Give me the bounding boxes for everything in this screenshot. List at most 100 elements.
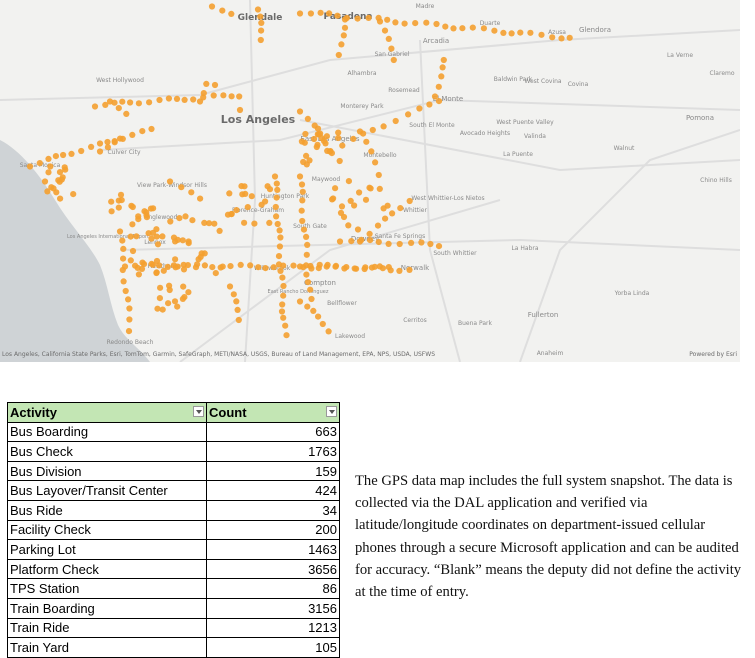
activity-point[interactable] [354, 226, 362, 233]
activity-point[interactable] [154, 241, 162, 248]
activity-point[interactable] [135, 100, 142, 107]
activity-point[interactable] [491, 27, 498, 34]
activity-point[interactable] [385, 35, 392, 43]
activity-point[interactable] [319, 320, 326, 328]
activity-point[interactable] [135, 271, 142, 278]
activity-point[interactable] [362, 196, 370, 203]
activity-point[interactable] [303, 251, 310, 258]
activity-point[interactable] [538, 31, 545, 38]
activity-point[interactable] [211, 81, 219, 89]
activity-point[interactable] [203, 80, 210, 87]
activity-point[interactable] [258, 27, 265, 34]
activity-point[interactable] [228, 210, 235, 218]
activity-point[interactable] [178, 184, 185, 191]
activity-point[interactable] [164, 263, 171, 270]
activity-point[interactable] [408, 239, 415, 246]
activity-point[interactable] [272, 203, 279, 211]
activity-point[interactable] [390, 56, 397, 64]
activity-point[interactable] [264, 183, 271, 190]
activity-point[interactable] [146, 99, 153, 106]
activity-point[interactable] [480, 25, 487, 32]
activity-point[interactable] [153, 269, 160, 277]
activity-point[interactable] [369, 126, 376, 134]
activity-point[interactable] [341, 16, 349, 23]
activity-point[interactable] [125, 328, 133, 335]
activity-point[interactable] [317, 9, 324, 16]
activity-point[interactable] [282, 322, 289, 329]
activity-point[interactable] [438, 73, 445, 80]
activity-point[interactable] [179, 295, 186, 302]
activity-point[interactable] [172, 264, 179, 271]
activity-point[interactable] [262, 265, 269, 272]
activity-point[interactable] [396, 240, 403, 248]
activity-point[interactable] [122, 287, 129, 295]
activity-point[interactable] [340, 32, 347, 39]
activity-point[interactable] [133, 233, 140, 240]
activity-point[interactable] [255, 264, 262, 271]
activity-point[interactable] [371, 263, 378, 270]
activity-point[interactable] [389, 210, 396, 217]
activity-point[interactable] [47, 163, 54, 170]
activity-point[interactable] [153, 257, 161, 265]
activity-point[interactable] [517, 29, 524, 36]
activity-point[interactable] [296, 10, 304, 17]
activity-point[interactable] [303, 271, 310, 278]
activity-point[interactable] [304, 303, 311, 310]
activity-point[interactable] [339, 142, 346, 149]
activity-point[interactable] [148, 125, 155, 133]
activity-point[interactable] [257, 13, 264, 20]
activity-point[interactable] [307, 262, 314, 270]
activity-point[interactable] [159, 306, 166, 313]
activity-point[interactable] [406, 197, 413, 205]
activity-point[interactable] [211, 220, 218, 227]
activity-point[interactable] [332, 263, 339, 270]
activity-point[interactable] [442, 23, 449, 30]
activity-point[interactable] [128, 202, 135, 209]
activity-point[interactable] [356, 189, 363, 196]
activity-point[interactable] [198, 250, 205, 257]
activity-point[interactable] [149, 261, 157, 268]
activity-point[interactable] [500, 29, 507, 36]
activity-point[interactable] [298, 138, 305, 145]
activity-point[interactable] [354, 15, 361, 22]
activity-point[interactable] [317, 130, 324, 137]
activity-point[interactable] [219, 7, 226, 14]
activity-point[interactable] [219, 263, 226, 270]
activity-point[interactable] [180, 261, 187, 268]
activity-point[interactable] [106, 98, 114, 105]
activity-point[interactable] [129, 221, 136, 228]
activity-point[interactable] [316, 261, 323, 268]
activity-point[interactable] [326, 10, 333, 17]
activity-point[interactable] [367, 237, 374, 244]
activity-point[interactable] [145, 230, 152, 237]
activity-point[interactable] [148, 235, 155, 242]
activity-point[interactable] [435, 243, 443, 250]
activity-point[interactable] [345, 222, 352, 229]
activity-point[interactable] [233, 207, 240, 214]
activity-point[interactable] [120, 245, 127, 252]
activity-point[interactable] [115, 105, 122, 112]
activity-point[interactable] [350, 135, 357, 142]
activity-point[interactable] [278, 308, 286, 315]
activity-point[interactable] [200, 90, 207, 97]
activity-point[interactable] [108, 208, 115, 215]
activity-point[interactable] [233, 298, 240, 305]
activity-point[interactable] [340, 213, 348, 221]
activity-point[interactable] [91, 103, 99, 110]
activity-point[interactable] [220, 92, 227, 99]
activity-point[interactable] [188, 189, 195, 196]
activity-point[interactable] [236, 106, 244, 114]
activity-point[interactable] [179, 237, 186, 244]
activity-point[interactable] [280, 314, 287, 321]
activity-point[interactable] [314, 141, 321, 148]
activity-point[interactable] [50, 185, 57, 192]
activity-point[interactable] [427, 240, 434, 248]
activity-point[interactable] [58, 176, 65, 183]
activity-point[interactable] [366, 230, 373, 237]
activity-point[interactable] [375, 238, 382, 246]
activity-point[interactable] [276, 227, 283, 234]
activity-point[interactable] [120, 278, 127, 285]
activity-point[interactable] [406, 266, 413, 273]
activity-point[interactable] [160, 267, 167, 274]
activity-point[interactable] [153, 233, 160, 240]
